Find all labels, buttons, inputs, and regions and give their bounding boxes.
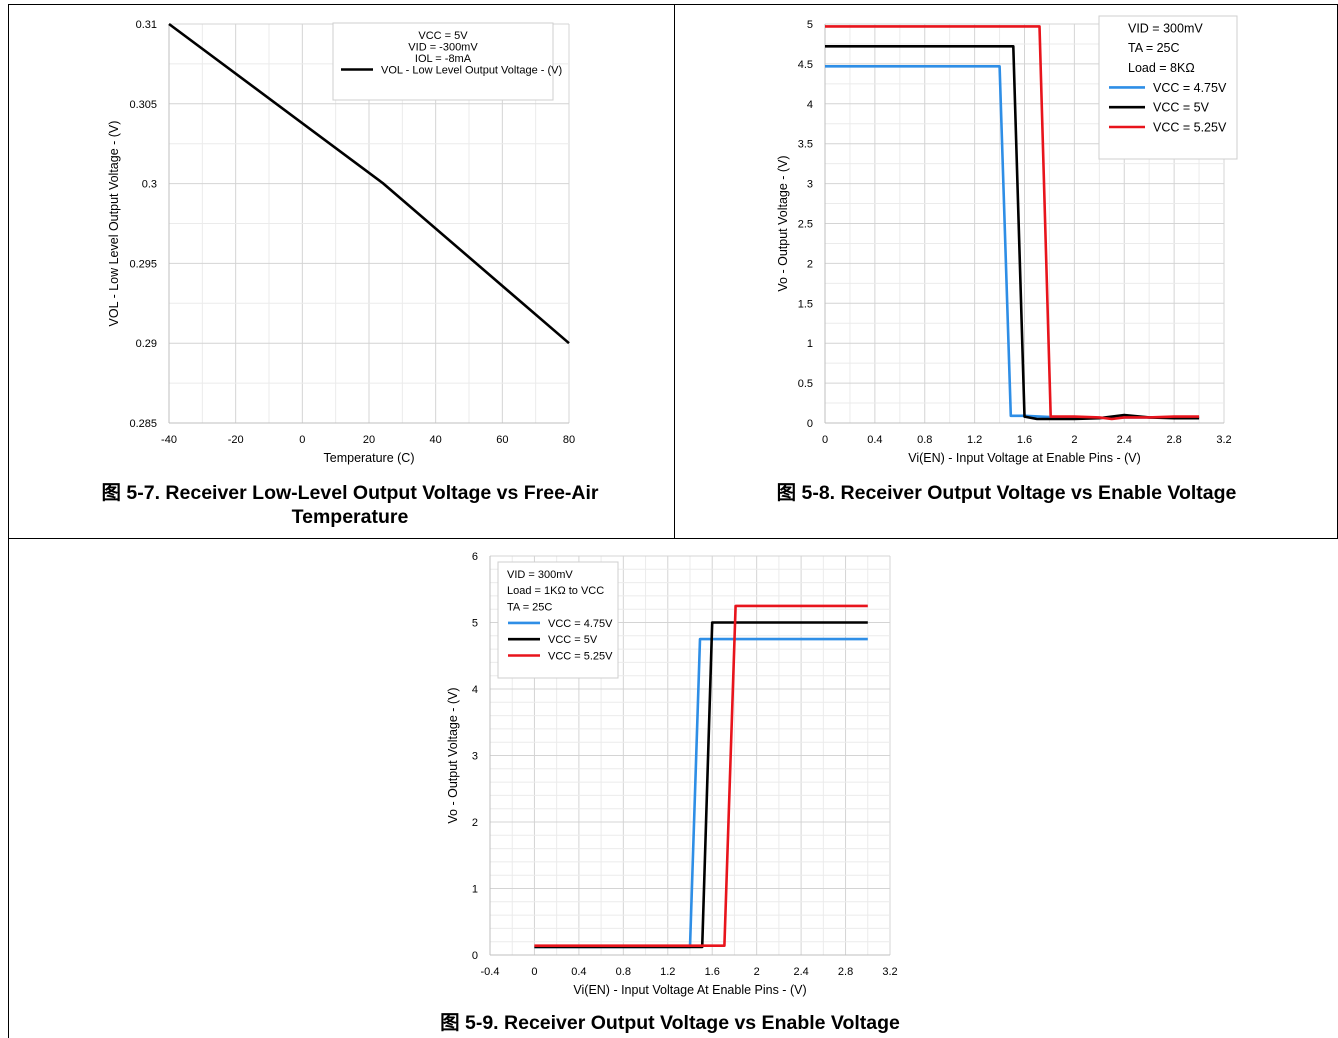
x-tick-label: 2.4	[793, 966, 808, 978]
x-tick-label: 1.6	[1017, 434, 1032, 446]
x-axis-title: Temperature (C)	[324, 451, 415, 465]
x-tick-label: 0.4	[867, 434, 882, 446]
x-tick-label: 80	[563, 434, 575, 446]
chart-vo-vs-enable-8k: 0 0.4 0.8 1.2 1.6 2 2.4 2.8 3.2 0 0.5 1 1.5 2 2.5 3 3.5 4…	[776, 15, 1238, 465]
x-tick-label: 0	[822, 434, 828, 446]
y-tick-label: 2	[807, 258, 813, 270]
x-tick-label: 1.2	[660, 966, 675, 978]
x-tick-label: 0.8	[616, 966, 631, 978]
legend-box	[497, 561, 619, 679]
y-tick-label: 3	[472, 751, 478, 763]
caption-figure-5-9: 图 5-9. Receiver Output Voltage vs Enable…	[440, 1012, 900, 1034]
y-tick-label: 6	[472, 551, 478, 563]
x-tick-label: 1.6	[705, 966, 720, 978]
x-tick-label: 0	[299, 434, 305, 446]
y-tick-label: 2	[472, 817, 478, 829]
legend-note: VCC = 5V	[418, 30, 468, 42]
y-axis-title: VOL - Low Level Output Voltage - (V)	[107, 121, 121, 327]
y-tick-label: 0.3	[142, 179, 157, 191]
y-tick-label: 5	[472, 618, 478, 630]
caption-figure-5-8: 图 5-8. Receiver Output Voltage vs Enable…	[776, 482, 1237, 504]
legend: VID = 300mV Load = 1KΩ to VCC TA = 25C VCC …	[497, 561, 619, 679]
y-tick-label: 0.285	[129, 418, 157, 430]
chart-vol-vs-temperature: -40 -20 0 20 40 60 80 0.285 0.29 0.295 0.3 0.305 0.3…	[107, 19, 575, 465]
legend-label: VCC = 5V	[548, 634, 598, 646]
x-tick-label: 20	[363, 434, 375, 446]
x-tick-label: 2	[1071, 434, 1077, 446]
x-tick-label: 3.2	[1216, 434, 1231, 446]
series-line-3	[534, 604, 868, 948]
x-tick-label: -20	[228, 434, 244, 446]
legend-label: VCC = 5.25V	[548, 650, 613, 662]
chart-vo-vs-enable-1k: -0.4 0 0.4 0.8 1.2 1.6 2 2.4 2.8 3.20123456Vi(EN)…	[446, 551, 898, 997]
y-tick-label: 4	[472, 684, 478, 696]
legend: VID = 300mV TA = 25C Load = 8KΩ VCC = 4.75V…	[1098, 15, 1238, 160]
legend-note: TA = 25C	[507, 601, 552, 613]
x-tick-label: -0.4	[481, 966, 500, 978]
y-tick-label: 4.5	[798, 59, 813, 71]
y-tick-label: 1	[472, 884, 478, 896]
series-line-1	[168, 22, 570, 345]
x-tick-label: -40	[161, 434, 177, 446]
x-tick-label: 2.8	[838, 966, 853, 978]
x-axis-title: Vi(EN) - Input Voltage at Enable Pins - …	[908, 451, 1141, 465]
y-tick-label: 0.5	[798, 378, 813, 390]
y-tick-label: 3	[807, 179, 813, 191]
legend-note: TA = 25C	[1128, 41, 1180, 55]
y-tick-label: 0	[472, 950, 478, 962]
x-axis-title: Vi(EN) - Input Voltage At Enable Pins - …	[573, 983, 806, 997]
x-tick-label: 40	[430, 434, 442, 446]
legend-note: VID = -300mV	[408, 41, 478, 53]
y-tick-label: 0.305	[129, 99, 157, 111]
y-axis-title: Vo - Output Voltage - (V)	[776, 155, 790, 291]
y-tick-label: 0.29	[136, 338, 157, 350]
legend-label: VCC = 5V	[1153, 101, 1210, 115]
legend-label: VCC = 4.75V	[1153, 81, 1227, 95]
series-line-1	[534, 637, 868, 949]
x-tick-label: 1.2	[967, 434, 982, 446]
legend-note: Load = 8KΩ	[1128, 61, 1195, 75]
caption-figure-5-7: 图 5-7. Receiver Low-Level Output Voltage…	[101, 482, 599, 528]
legend-note: IOL = -8mA	[415, 53, 472, 65]
y-axis-title: Vo - Output Voltage - (V)	[446, 687, 460, 823]
y-tick-label: 5	[807, 19, 813, 31]
x-tick-label: 0.8	[917, 434, 932, 446]
y-tick-label: 0.295	[129, 258, 157, 270]
x-tick-label: 0.4	[571, 966, 586, 978]
x-tick-label: 60	[496, 434, 508, 446]
x-tick-label: 2	[754, 966, 760, 978]
y-tick-label: 0	[807, 418, 813, 430]
x-tick-label: 0	[531, 966, 537, 978]
x-tick-label: 2.4	[1117, 434, 1132, 446]
y-tick-label: 2.5	[798, 219, 813, 231]
x-tick-label: 2.8	[1166, 434, 1181, 446]
legend-label: VCC = 4.75V	[548, 618, 613, 630]
y-tick-label: 1	[807, 338, 813, 350]
legend-note: VID = 300mV	[1128, 21, 1203, 35]
legend-note: Load = 1KΩ to VCC	[507, 585, 604, 597]
y-tick-label: 0.31	[136, 19, 157, 31]
legend-label: VCC = 5.25V	[1153, 120, 1227, 134]
legend-box	[332, 22, 554, 101]
y-tick-label: 4	[807, 99, 813, 111]
y-tick-label: 3.5	[798, 139, 813, 151]
series-line-3	[825, 25, 1200, 421]
x-tick-label: 3.2	[882, 966, 897, 978]
y-tick-label: 1.5	[798, 298, 813, 310]
legend-label: VOL - Low Level Output Voltage - (V)	[381, 64, 562, 76]
legend-note: VID = 300mV	[507, 569, 573, 581]
figure-frame-bottom	[8, 538, 1338, 1038]
